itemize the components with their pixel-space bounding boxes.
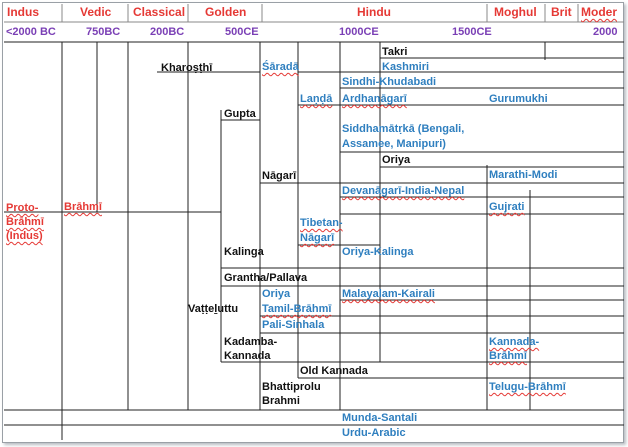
script-oriya-top: Oriya — [382, 154, 411, 166]
script-urdu-arabic: Urdu-Arabic — [342, 427, 406, 439]
script-kadamba-kannada: Kadamba- Kannada — [224, 336, 278, 362]
script-pali-sinhala: Pali-Sinhala — [262, 319, 325, 331]
era-golden: Golden — [205, 5, 247, 19]
diagram-frame — [2, 2, 624, 443]
script-kannada-brahmi: Kannada- Brāhmī — [489, 336, 540, 362]
script-devanagari: Devanāgarī-India-Nepal — [342, 185, 465, 197]
script-brahmi: Brāhmī — [64, 201, 102, 213]
era-modern: Moder — [581, 5, 617, 19]
script-oriya-mid: Oriya — [262, 288, 291, 300]
script-kashmiri: Kashmiri — [382, 61, 430, 73]
era-moghul: Moghul — [494, 5, 537, 19]
script-sindhi-khudabadi: Sindhi-Khudabadi — [342, 76, 437, 88]
script-old-kannada: Old Kannada — [300, 365, 368, 377]
script-munda-santali: Munda-Santali — [342, 412, 418, 424]
script-marathi-modi: Marathi-Modi — [489, 169, 558, 181]
script-kalinga: Kalinga — [224, 246, 264, 258]
year-750bc: 750BC — [86, 26, 121, 38]
era-hindu: Hindu — [357, 5, 391, 19]
year-1500ce: 1500CE — [452, 26, 492, 38]
year-500ce: 500CE — [225, 26, 259, 38]
script-bhattiprolu-brahmi: Bhattiprolu Brahmi — [262, 381, 321, 407]
script-tibetan-nagari: Tibetan- Nāgarī — [300, 217, 343, 244]
script-gupta: Gupta — [224, 108, 256, 120]
script-sarada: Śāradā — [262, 61, 299, 73]
era-vedic: Vedic — [80, 5, 112, 19]
script-ardhanagari: Ardhanāgarī — [342, 93, 407, 105]
script-telugu-brahmi: Telugu-Brāhmī — [489, 381, 566, 393]
script-grantha-pallava: Grantha/Pallava — [224, 272, 308, 284]
era-classical: Classical — [133, 5, 186, 19]
script-vatteluttu: Vaṭṭeḻuttu — [188, 303, 239, 315]
script-nagari: Nāgarī — [262, 170, 297, 182]
script-proto-brahmi: Proto- Brāhmī (Indus) — [6, 202, 44, 242]
year-2000bc: <2000 BC — [6, 26, 56, 38]
era-indus: Indus — [7, 5, 39, 19]
script-takri: Takri — [382, 46, 408, 58]
script-landa: Laṇḍā — [300, 93, 333, 105]
script-oriya-kalinga: Oriya-Kalinga — [342, 246, 414, 258]
script-gujrati: Gujrati — [489, 201, 525, 213]
script-siddhamatrka: Siddhamātṛkā (Bengali, Assamee, Manipuri… — [342, 123, 465, 150]
era-brit: Brit — [551, 5, 572, 19]
script-tamil-brahmi: Tamil-Brāhmī — [262, 303, 332, 315]
year-2000: 2000 — [593, 26, 618, 38]
script-kharosthi: Kharoṣṭhī — [161, 62, 213, 74]
script-malayalam-kairali: Malayalam-Kairali — [342, 288, 435, 300]
year-1000ce: 1000CE — [339, 26, 379, 38]
script-gurumukhi: Gurumukhi — [489, 93, 548, 105]
year-200bc: 200BC — [150, 26, 185, 38]
